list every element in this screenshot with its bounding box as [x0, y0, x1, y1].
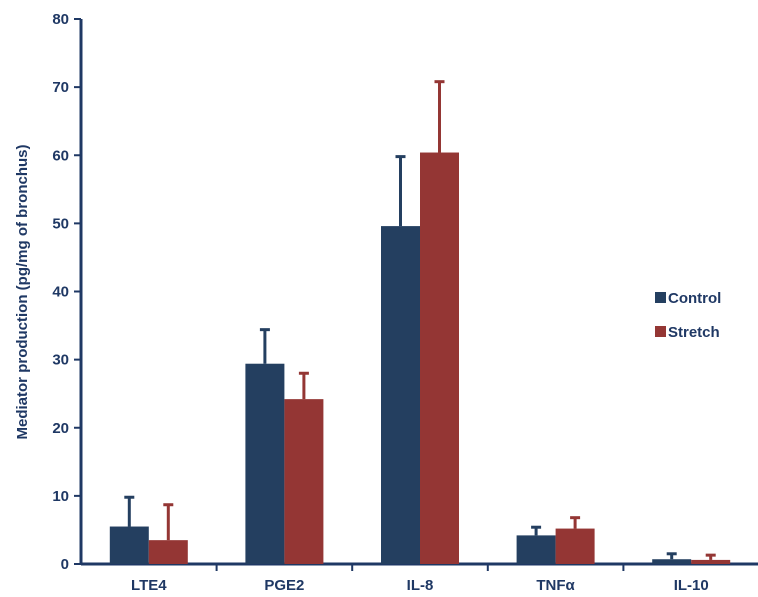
legend-swatch-stretch [655, 326, 666, 337]
y-tick-label: 70 [52, 79, 69, 96]
y-axis-title: Mediator production (pg/mg of bronchus) [14, 145, 31, 440]
x-tick-labels: LTE4 PGE2 IL-8 TNFα IL-10 [131, 564, 709, 594]
y-tick-label: 80 [52, 11, 69, 28]
y-tick-label: 50 [52, 215, 69, 232]
y-tick-label: 30 [52, 352, 69, 369]
bar-control-lte4 [109, 526, 149, 564]
y-tick-label: 20 [52, 420, 69, 437]
legend: Control Stretch [655, 290, 721, 341]
legend-label-control: Control [668, 290, 721, 307]
legend-label-stretch: Stretch [668, 324, 720, 341]
y-tick-label: 0 [61, 556, 69, 573]
bar-control-tnf [516, 535, 556, 564]
bar-control-il8 [381, 226, 420, 564]
x-tick-label: IL-10 [674, 577, 709, 594]
x-tick-label: LTE4 [131, 577, 167, 594]
bar-control-pge2 [245, 363, 285, 564]
bar-stretch-il8 [420, 152, 459, 564]
y-tick-label: 60 [52, 147, 69, 164]
bar-stretch-il10 [691, 559, 731, 564]
bar-stretch-pge2 [284, 399, 324, 564]
bars [109, 80, 731, 564]
x-tick-label: TNFα [536, 577, 575, 594]
bar-stretch-lte4 [148, 540, 188, 564]
bar-stretch-tnf [555, 528, 595, 564]
y-tick-label: 40 [52, 284, 69, 301]
y-ticks: 0 10 20 30 40 50 60 70 80 [52, 11, 81, 573]
legend-swatch-control [655, 292, 666, 303]
x-tick-label: PGE2 [264, 577, 304, 594]
x-tick-label: IL-8 [407, 577, 434, 594]
bar-control-il10 [652, 559, 692, 564]
y-tick-label: 10 [52, 488, 69, 505]
